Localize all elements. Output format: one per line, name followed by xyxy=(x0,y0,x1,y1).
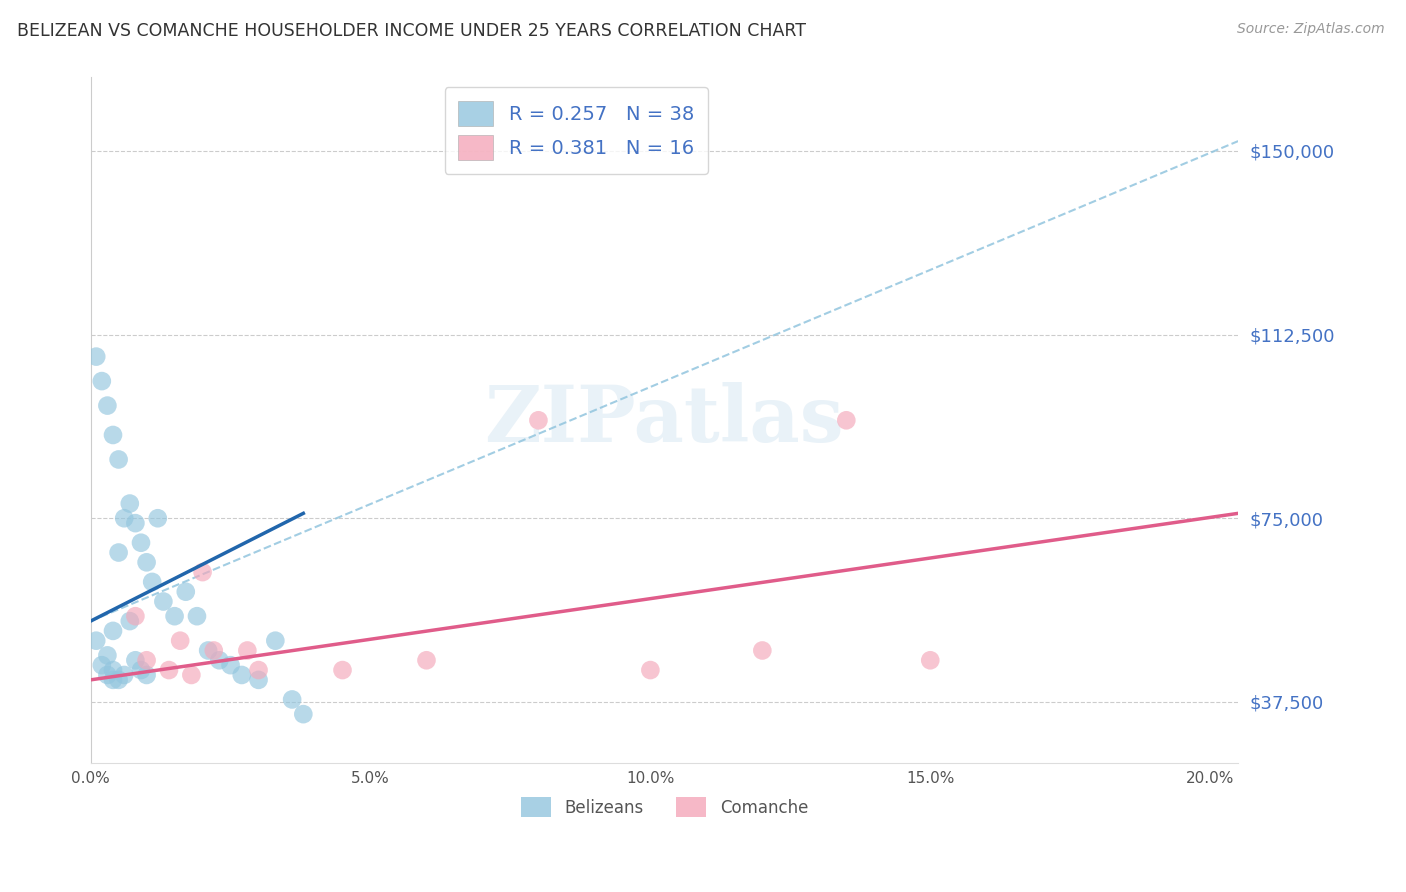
Point xyxy=(174,584,197,599)
Point xyxy=(415,653,437,667)
Point xyxy=(835,413,858,427)
Point xyxy=(129,535,152,549)
Point xyxy=(281,692,304,706)
Point xyxy=(135,555,157,569)
Point xyxy=(527,413,550,427)
Point xyxy=(169,633,191,648)
Point xyxy=(332,663,354,677)
Point xyxy=(107,545,129,559)
Point xyxy=(129,663,152,677)
Point xyxy=(124,653,146,667)
Point xyxy=(157,663,180,677)
Point xyxy=(101,428,124,442)
Point xyxy=(112,511,135,525)
Point xyxy=(920,653,942,667)
Point xyxy=(180,668,202,682)
Point xyxy=(292,707,315,722)
Point xyxy=(197,643,219,657)
Point xyxy=(191,565,214,579)
Text: BELIZEAN VS COMANCHE HOUSEHOLDER INCOME UNDER 25 YEARS CORRELATION CHART: BELIZEAN VS COMANCHE HOUSEHOLDER INCOME … xyxy=(17,22,806,40)
Legend: Belizeans, Comanche: Belizeans, Comanche xyxy=(515,791,815,823)
Point xyxy=(163,609,186,624)
Point xyxy=(264,633,287,648)
Point xyxy=(751,643,773,657)
Point xyxy=(101,624,124,638)
Point xyxy=(96,399,118,413)
Point xyxy=(135,668,157,682)
Point xyxy=(247,663,270,677)
Point xyxy=(247,673,270,687)
Point xyxy=(118,497,141,511)
Point xyxy=(202,643,225,657)
Point xyxy=(124,609,146,624)
Point xyxy=(152,594,174,608)
Point xyxy=(101,673,124,687)
Point xyxy=(146,511,169,525)
Point xyxy=(141,574,163,589)
Point xyxy=(84,350,107,364)
Point xyxy=(107,673,129,687)
Point xyxy=(112,668,135,682)
Point xyxy=(640,663,662,677)
Text: Source: ZipAtlas.com: Source: ZipAtlas.com xyxy=(1237,22,1385,37)
Point xyxy=(124,516,146,530)
Text: ZIPatlas: ZIPatlas xyxy=(485,383,844,458)
Point xyxy=(236,643,259,657)
Point xyxy=(186,609,208,624)
Point xyxy=(118,614,141,628)
Point xyxy=(84,633,107,648)
Point xyxy=(208,653,231,667)
Point xyxy=(101,663,124,677)
Point xyxy=(96,648,118,663)
Point xyxy=(96,668,118,682)
Point xyxy=(231,668,253,682)
Point xyxy=(219,658,242,673)
Point xyxy=(90,374,112,388)
Point xyxy=(107,452,129,467)
Point xyxy=(90,658,112,673)
Point xyxy=(135,653,157,667)
